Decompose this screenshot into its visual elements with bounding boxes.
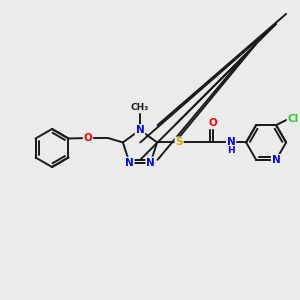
Text: N: N [227,137,236,147]
Text: O: O [84,133,92,143]
Text: Cl: Cl [287,114,299,124]
Text: H: H [227,146,235,155]
Text: CH₃: CH₃ [131,103,149,112]
Text: O: O [209,118,218,128]
Text: N: N [272,155,280,165]
Text: N: N [125,158,134,168]
Text: N: N [136,125,144,135]
Text: S: S [176,137,183,147]
Text: N: N [146,158,155,168]
